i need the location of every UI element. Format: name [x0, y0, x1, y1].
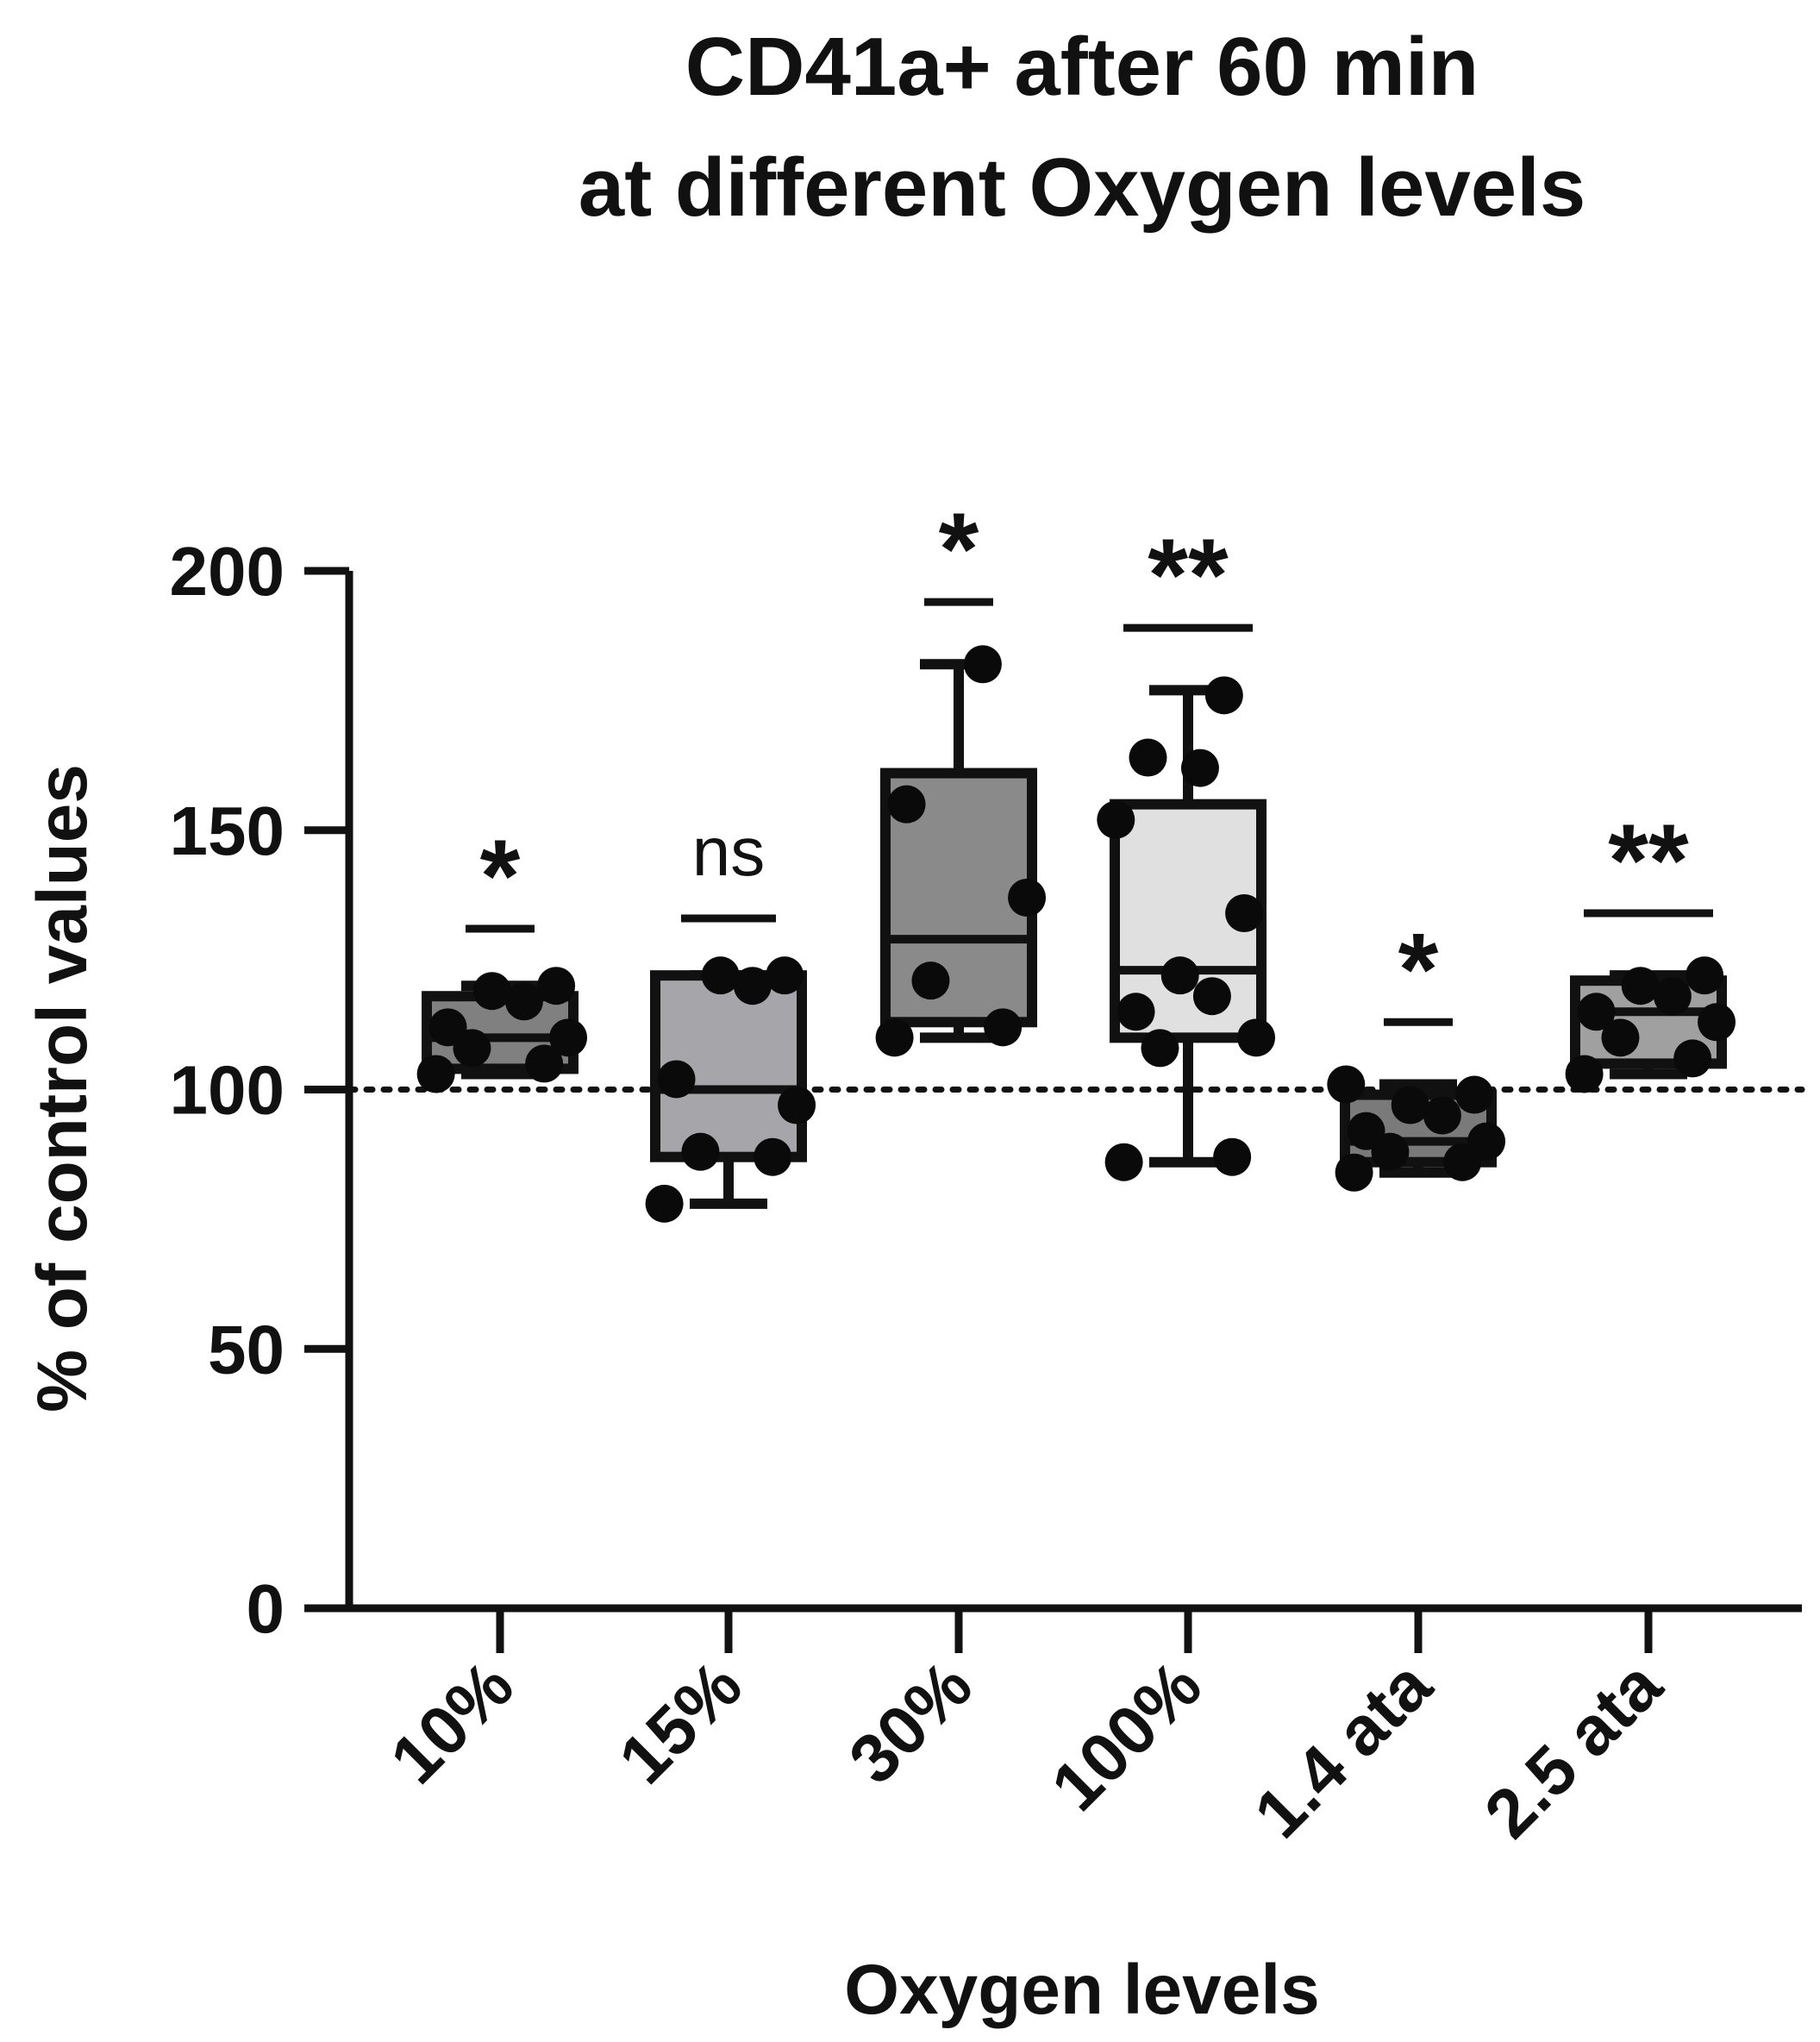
- data-point: [1698, 1003, 1736, 1042]
- data-point: [537, 967, 576, 1005]
- data-point: [1104, 1143, 1143, 1181]
- significance-label: **: [1608, 803, 1689, 918]
- data-point: [657, 1060, 696, 1099]
- data-point: [984, 1008, 1023, 1047]
- data-point: [1335, 1153, 1373, 1192]
- data-point: [1673, 1039, 1712, 1078]
- data-point: [416, 1055, 455, 1093]
- x-tick-label: 30%: [835, 1646, 986, 1798]
- data-point: [525, 1044, 564, 1083]
- data-point: [1129, 738, 1167, 777]
- x-tick-label: 10%: [376, 1646, 528, 1798]
- data-point: [1180, 749, 1219, 787]
- x-tick-label: 1.4 ata: [1240, 1646, 1446, 1852]
- data-point: [1141, 1029, 1179, 1068]
- data-point: [1160, 956, 1199, 995]
- data-point: [1116, 993, 1155, 1031]
- data-point: [1097, 800, 1135, 839]
- data-point: [472, 972, 511, 1011]
- data-point: [681, 1132, 720, 1171]
- data-point: [1621, 967, 1660, 1005]
- data-point: [911, 961, 950, 1000]
- data-point: [1204, 676, 1243, 715]
- data-point: [1455, 1075, 1494, 1114]
- box-group-100-: 100% **: [1036, 517, 1276, 1826]
- chart-title-line2: at different Oxygen levels: [579, 141, 1585, 234]
- significance-label: *: [480, 818, 521, 934]
- box-group-2-5-ata: 2.5 ata **: [1470, 803, 1736, 1852]
- data-point: [1391, 1086, 1429, 1124]
- y-tick-label: 50: [208, 1311, 285, 1387]
- data-point: [1008, 878, 1047, 917]
- data-point: [778, 1086, 816, 1124]
- data-point: [887, 785, 926, 824]
- data-point: [1347, 1112, 1385, 1150]
- data-point: [1653, 977, 1692, 1016]
- data-point: [1237, 1018, 1276, 1057]
- data-point: [1423, 1096, 1461, 1135]
- data-point: [1565, 1055, 1604, 1093]
- x-tick-label: 15%: [604, 1646, 756, 1798]
- data-point: [1225, 893, 1264, 932]
- data-point: [504, 982, 543, 1021]
- y-tick-label: 150: [170, 792, 285, 869]
- box-group-30-: 30% *: [835, 492, 1047, 1798]
- data-point: [1601, 1018, 1640, 1057]
- box-group-1-4-ata: 1.4 ata *: [1240, 911, 1506, 1852]
- data-point: [1192, 977, 1231, 1016]
- significance-label: *: [939, 492, 979, 607]
- data-point: [1686, 956, 1724, 995]
- chart-title-line1: CD41a+ after 60 min: [685, 21, 1479, 113]
- y-tick-label: 200: [170, 533, 285, 610]
- plot-area: 0 50 100 150 200 10% * 15% ns 30% * 100% ** 1.4 ata * 2…: [170, 492, 1805, 1852]
- x-tick-label: 2.5 ata: [1470, 1646, 1676, 1852]
- data-point: [754, 1137, 792, 1176]
- data-point: [645, 1184, 684, 1223]
- data-point: [1327, 1065, 1366, 1104]
- y-tick-label: 100: [170, 1052, 285, 1129]
- significance-label: *: [1398, 911, 1439, 1027]
- significance-label: ns: [692, 813, 766, 890]
- x-axis-label: Oxygen levels: [844, 1951, 1320, 2029]
- box-group-10-: 10% *: [376, 818, 588, 1798]
- data-point: [428, 1008, 467, 1047]
- y-tick-label: 0: [247, 1570, 285, 1647]
- y-axis-label: % of control values: [23, 764, 102, 1412]
- data-point: [1213, 1137, 1252, 1176]
- data-point: [1467, 1122, 1506, 1161]
- x-tick-label: 100%: [1036, 1646, 1216, 1826]
- significance-label: **: [1148, 517, 1229, 633]
- data-point: [549, 1018, 588, 1057]
- data-point: [1577, 993, 1616, 1031]
- data-point: [766, 956, 804, 995]
- data-point: [963, 645, 1002, 684]
- data-point: [733, 967, 772, 1005]
- data-point: [875, 1018, 914, 1057]
- data-point: [701, 956, 740, 995]
- box-group-15-: 15% ns: [604, 813, 816, 1798]
